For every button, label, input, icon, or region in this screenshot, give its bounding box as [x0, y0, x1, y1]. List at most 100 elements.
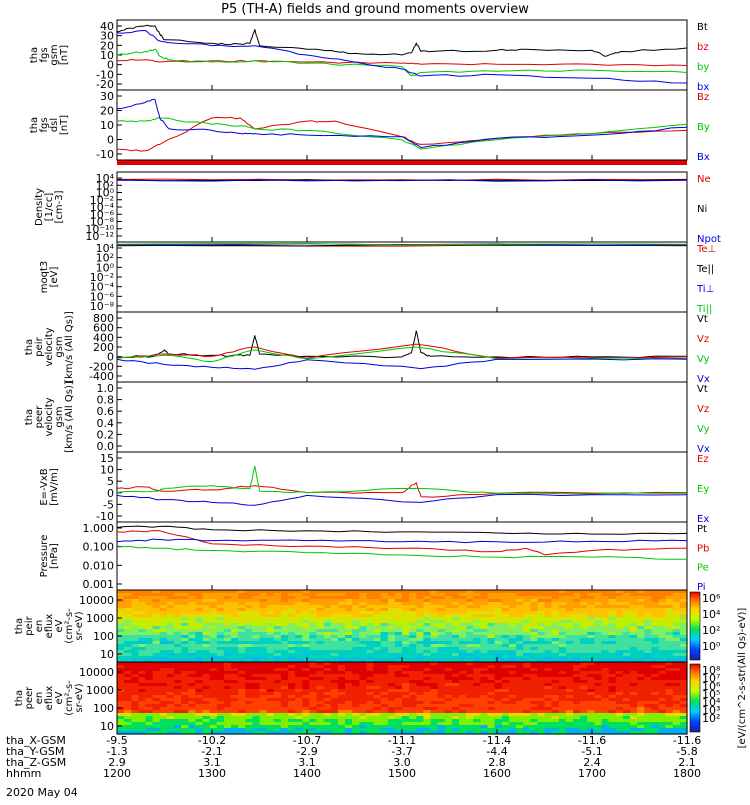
heatmap-cell — [117, 596, 125, 600]
heatmap-cell — [487, 653, 496, 657]
heatmap-cell — [245, 710, 253, 714]
heatmap-cell — [117, 635, 125, 639]
heatmap-cell — [159, 710, 168, 714]
heatmap-cell — [637, 731, 645, 735]
heatmap-cell — [630, 653, 638, 657]
heatmap-cell — [380, 605, 389, 609]
heatmap-cell — [416, 671, 424, 675]
heatmap-cell — [416, 689, 424, 693]
heatmap-cell — [302, 695, 310, 699]
heatmap-cell — [594, 722, 603, 726]
heatmap-cell — [238, 647, 246, 651]
heatmap-cell — [223, 683, 232, 687]
heatmap-cell — [580, 698, 588, 702]
heatmap-cell — [601, 692, 610, 696]
heatmap-cell — [672, 620, 681, 624]
heatmap-cell — [622, 701, 631, 705]
heatmap-cell — [238, 644, 246, 648]
heatmap-cell — [387, 686, 396, 690]
heatmap-cell — [309, 620, 318, 624]
heatmap-cell — [501, 662, 510, 666]
heatmap-cell — [587, 647, 595, 651]
heatmap-cell — [630, 731, 638, 735]
heatmap-cell — [309, 647, 318, 651]
heatmap-cell — [565, 590, 574, 594]
y-tick-label: 0.001 — [83, 578, 115, 591]
heatmap-cell — [202, 626, 211, 630]
heatmap-cell — [523, 656, 531, 660]
heatmap-cell — [152, 665, 161, 669]
heatmap-cell — [295, 701, 303, 705]
heatmap-cell — [195, 635, 204, 639]
heatmap-cell — [280, 590, 289, 594]
heatmap-cell — [373, 686, 382, 690]
heatmap-cell — [295, 710, 303, 714]
heatmap-cell — [295, 689, 303, 693]
heatmap-cell — [409, 632, 417, 636]
heatmap-cell — [209, 626, 218, 630]
heatmap-cell — [188, 599, 196, 603]
heatmap-cell — [288, 596, 296, 600]
heatmap-cell — [295, 698, 303, 702]
heatmap-cell — [601, 590, 610, 594]
heatmap-cell — [309, 632, 318, 636]
heatmap-cell — [651, 641, 660, 645]
heatmap-cell — [615, 632, 624, 636]
heatmap-cell — [608, 674, 617, 678]
heatmap-cell — [444, 680, 453, 684]
heatmap-cell — [459, 686, 467, 690]
heatmap-cell — [209, 614, 218, 618]
heatmap-cell — [288, 686, 296, 690]
heatmap-cell — [387, 689, 396, 693]
heatmap-cell — [202, 647, 211, 651]
heatmap-cell — [195, 707, 204, 711]
heatmap-cell — [316, 635, 325, 639]
heatmap-cell — [423, 617, 432, 621]
heatmap-cell — [266, 632, 275, 636]
heatmap-cell — [451, 641, 460, 645]
heatmap-cell — [480, 665, 489, 669]
heatmap-cell — [266, 671, 275, 675]
heatmap-cell — [430, 593, 439, 597]
heatmap-cell — [231, 617, 239, 621]
heatmap-cell — [302, 680, 310, 684]
heatmap-cell — [601, 593, 610, 597]
heatmap-cell — [551, 605, 560, 609]
heatmap-cell — [530, 725, 538, 729]
heatmap-cell — [516, 632, 524, 636]
heatmap-cell — [366, 644, 375, 648]
heatmap-cell — [238, 701, 246, 705]
heatmap-cell — [195, 617, 204, 621]
heatmap-cell — [587, 608, 595, 612]
heatmap-cell — [558, 647, 567, 651]
heatmap-cell — [252, 728, 261, 732]
heatmap-cell — [280, 653, 289, 657]
heatmap-cell — [516, 710, 524, 714]
heatmap-cell — [209, 620, 218, 624]
heatmap-cell — [288, 698, 296, 702]
heatmap-cell — [152, 635, 161, 639]
heatmap-cell — [480, 605, 489, 609]
heatmap-cell — [159, 611, 168, 615]
heatmap-cell — [551, 653, 560, 657]
heatmap-cell — [630, 722, 638, 726]
heatmap-cell — [174, 659, 182, 663]
heatmap-cell — [459, 713, 467, 717]
heatmap-cell — [188, 671, 196, 675]
heatmap-cell — [637, 626, 645, 630]
heatmap-cell — [672, 710, 681, 714]
heatmap-cell — [145, 599, 154, 603]
heatmap-cell — [345, 599, 353, 603]
heatmap-cell — [302, 593, 310, 597]
heatmap-cell — [530, 605, 538, 609]
heatmap-cell — [387, 638, 396, 642]
heatmap-cell — [523, 701, 531, 705]
heatmap-cell — [124, 605, 132, 609]
heatmap-cell — [394, 593, 403, 597]
heatmap-cell — [402, 719, 410, 723]
heatmap-cell — [316, 638, 325, 642]
heatmap-cell — [423, 611, 432, 615]
heatmap-cell — [437, 638, 446, 642]
heatmap-cell — [565, 722, 574, 726]
heatmap-cell — [259, 710, 268, 714]
